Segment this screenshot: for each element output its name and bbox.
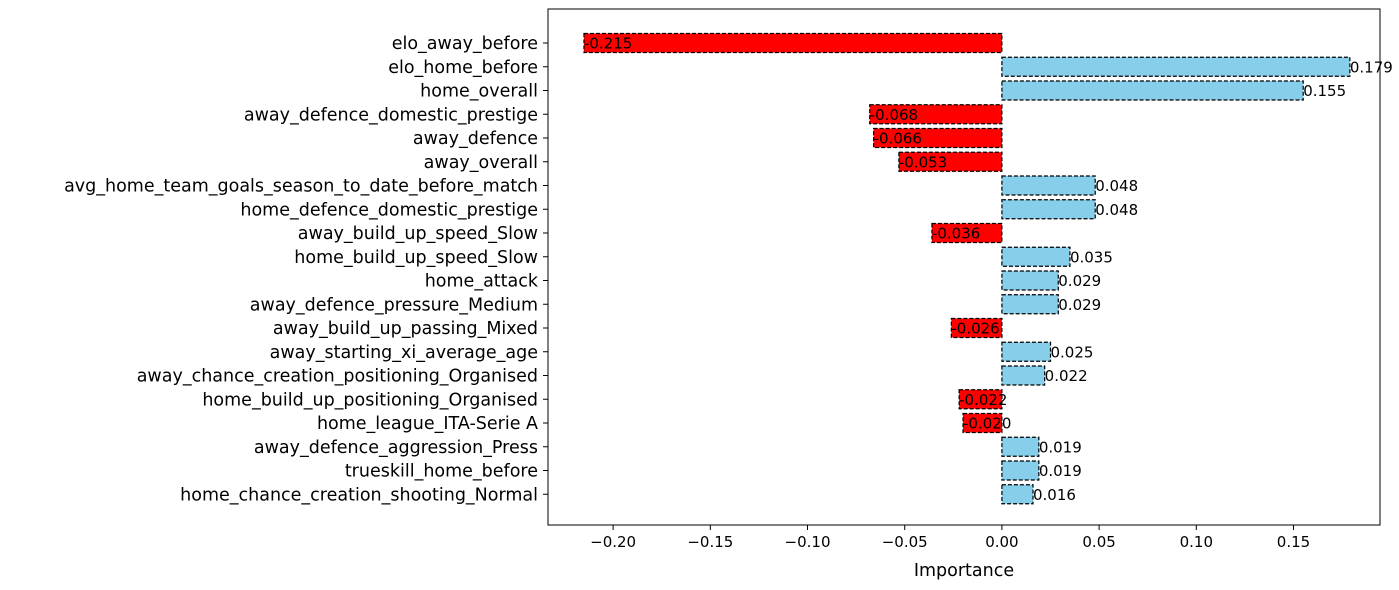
data-label-6: -0.053 [899, 153, 947, 171]
category-label-3: home_overall [420, 82, 538, 102]
data-label-9: -0.036 [932, 225, 980, 243]
data-label-19: 0.019 [1039, 462, 1082, 480]
bar-5 [873, 127, 1003, 149]
x-tick-label-4: −0.05 [882, 533, 928, 551]
bar-17 [962, 412, 1003, 434]
x-axis: −0.20 −0.15 −0.10 −0.05 0.00 0.05 0.10 0.15 [590, 525, 1310, 551]
bar-9 [931, 222, 1003, 244]
category-label-9: away_build_up_speed_Slow [298, 224, 538, 244]
category-label-16: home_build_up_positioning_Organised [202, 390, 538, 410]
category-label-12: away_defence_pressure_Medium [250, 295, 538, 315]
data-label-12: 0.029 [1058, 296, 1101, 314]
bar-11 [1001, 270, 1059, 291]
bar-3 [1001, 80, 1304, 101]
category-label-10: home_build_up_speed_Slow [294, 248, 538, 268]
x-tick-label-2: −0.15 [687, 533, 733, 551]
category-label-1: elo_away_before [392, 34, 538, 54]
bars-group [583, 32, 1351, 505]
data-label-16: -0.022 [959, 391, 1007, 409]
bar-12 [1001, 294, 1059, 315]
category-label-5: away_defence [413, 129, 538, 149]
data-label-17: -0.020 [963, 415, 1011, 433]
bar-8 [1001, 199, 1096, 220]
bar-4 [869, 104, 1003, 125]
category-label-15: away_chance_creation_positioning_Organis… [137, 367, 538, 387]
data-label-8: 0.048 [1095, 201, 1138, 219]
x-tick-label-8: 0.15 [1277, 533, 1310, 551]
data-label-15: 0.022 [1045, 367, 1088, 385]
bar-19 [1001, 460, 1040, 481]
data-label-10: 0.035 [1070, 248, 1113, 266]
x-tick-label-3: −0.10 [785, 533, 831, 551]
x-tick-label-6: 0.05 [1082, 533, 1115, 551]
category-label-6: away_overall [424, 153, 538, 173]
category-label-8: home_defence_domestic_prestige [240, 200, 538, 220]
bar-6 [898, 151, 1003, 172]
bar-18 [1001, 436, 1040, 457]
bar-10 [1001, 246, 1071, 267]
bar-7 [1001, 175, 1096, 196]
plot-frame [547, 8, 1381, 526]
data-label-18: 0.019 [1039, 438, 1082, 456]
category-label-18: away_defence_aggression_Press [254, 438, 538, 458]
x-tick-label-5: 0.00 [985, 533, 1018, 551]
category-label-13: away_build_up_passing_Mixed [273, 319, 538, 339]
data-label-7: 0.048 [1095, 177, 1138, 195]
category-label-17: home_league_ITA-Serie A [317, 414, 538, 434]
y-axis: elo_away_before elo_home_before home_overa… [64, 34, 548, 505]
data-label-13: -0.026 [951, 320, 999, 338]
x-tick-label-1: −0.20 [590, 533, 636, 551]
category-label-11: home_attack [425, 272, 539, 292]
bar-2 [1001, 56, 1351, 77]
data-label-20: 0.016 [1033, 486, 1076, 504]
bar-1 [583, 32, 1003, 54]
category-label-4: away_defence_domestic_prestige [244, 105, 538, 125]
bar-16 [958, 389, 1003, 410]
data-label-14: 0.025 [1051, 343, 1094, 361]
data-label-3: 0.155 [1303, 82, 1346, 100]
bar-20 [1001, 484, 1034, 505]
bar-13 [950, 317, 1003, 339]
data-label-4: -0.068 [870, 106, 918, 124]
data-label-5: -0.066 [874, 130, 922, 148]
bar-15 [1001, 365, 1046, 386]
category-label-20: home_chance_creation_shooting_Normal [180, 485, 538, 505]
data-label-2: 0.179 [1350, 58, 1393, 76]
data-label-1: -0.215 [584, 35, 632, 53]
category-label-2: elo_home_before [388, 58, 538, 78]
x-axis-title: Importance [914, 561, 1014, 581]
bar-14 [1001, 341, 1052, 362]
data-label-11: 0.029 [1058, 272, 1101, 290]
category-label-14: away_starting_xi_average_age [270, 343, 538, 363]
category-label-7: avg_home_team_goals_season_to_date_befor… [64, 177, 538, 197]
category-label-19: trueskill_home_before [345, 462, 538, 482]
x-tick-label-7: 0.10 [1180, 533, 1213, 551]
